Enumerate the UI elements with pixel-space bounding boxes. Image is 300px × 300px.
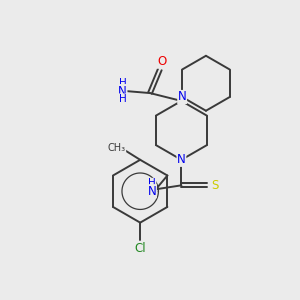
Text: H: H [118, 78, 126, 88]
Text: N: N [148, 185, 156, 198]
Text: S: S [211, 179, 218, 192]
Text: O: O [157, 55, 167, 68]
Text: H: H [118, 94, 126, 104]
Text: CH₃: CH₃ [108, 143, 126, 153]
Text: N: N [177, 153, 186, 166]
Text: N: N [178, 91, 187, 103]
Text: Cl: Cl [134, 242, 146, 255]
Text: H: H [148, 178, 156, 188]
Text: N: N [118, 85, 127, 98]
